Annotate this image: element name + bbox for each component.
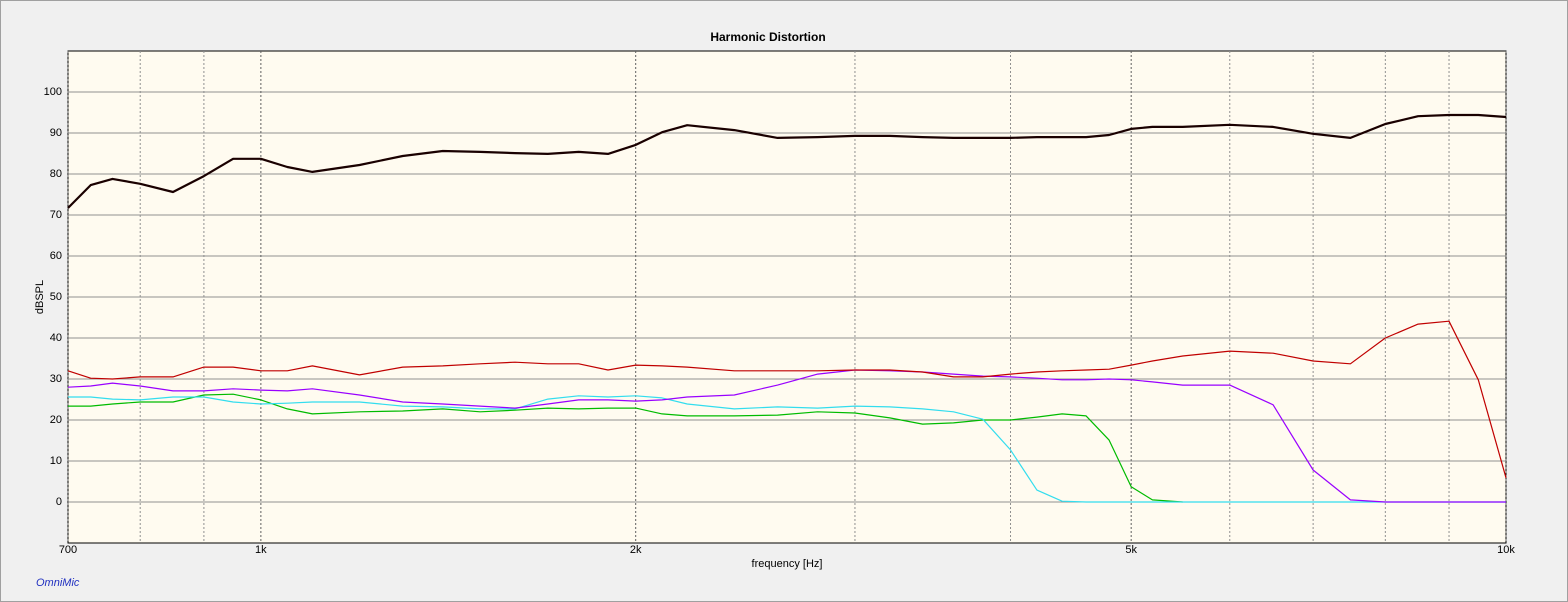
x-axis-label: frequency [Hz] [752, 558, 823, 570]
x-tick-label: 700 [59, 544, 77, 556]
series-line [67, 113, 1507, 209]
y-tick-label: 40 [50, 332, 62, 344]
y-tick-label: 0 [56, 496, 62, 508]
series-line [67, 320, 1507, 478]
y-tick-label: 90 [50, 127, 62, 139]
y-tick-label: 30 [50, 373, 62, 385]
watermark: OmniMic [36, 577, 80, 589]
y-axis-label: dBSPL [34, 280, 46, 314]
chart-title: Harmonic Distortion [710, 30, 825, 44]
series-line [67, 369, 1506, 503]
y-tick-label: 70 [50, 209, 62, 221]
y-tick-label: 50 [50, 291, 62, 303]
y-tick-label: 10 [50, 455, 62, 467]
y-tick-label: 80 [50, 168, 62, 180]
series-line [68, 393, 1183, 503]
series-line [68, 395, 1506, 503]
x-tick-label: 5k [1125, 544, 1137, 556]
x-tick-label: 10k [1497, 544, 1515, 556]
y-tick-label: 20 [50, 414, 62, 426]
x-tick-label: 2k [630, 544, 642, 556]
y-tick-label: 100 [44, 86, 62, 98]
x-tick-label: 1k [255, 544, 267, 556]
y-tick-label: 60 [50, 250, 62, 262]
